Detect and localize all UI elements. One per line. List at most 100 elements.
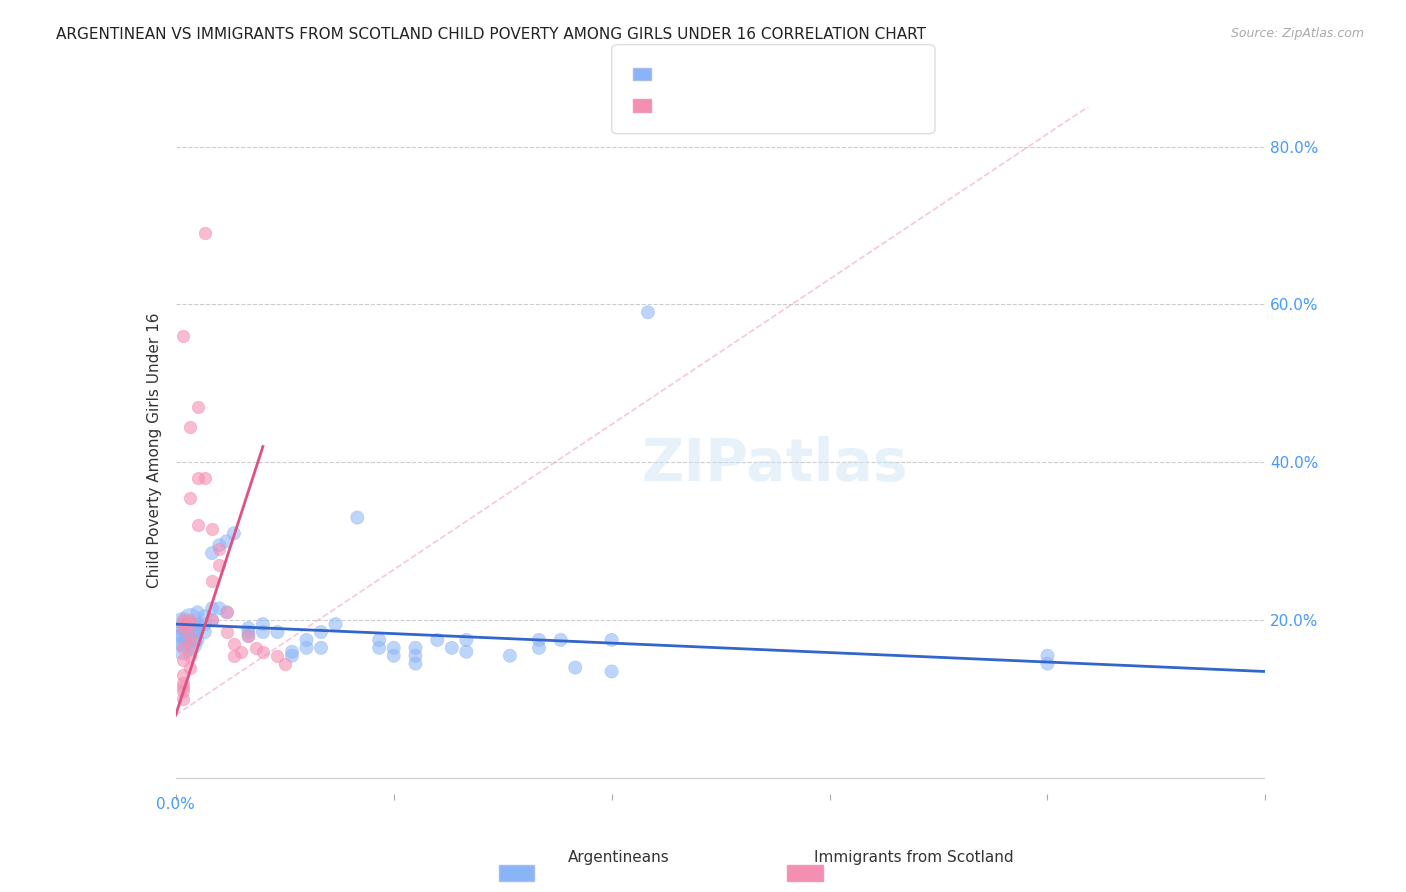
- Point: [456, 645, 478, 659]
- Text: 41: 41: [787, 98, 808, 112]
- Point: [201, 613, 224, 627]
- Point: [222, 648, 245, 663]
- Point: [252, 625, 274, 640]
- Point: [179, 660, 201, 674]
- Point: [172, 625, 194, 640]
- Point: [172, 613, 194, 627]
- Point: [215, 605, 238, 619]
- Point: [238, 625, 260, 640]
- Point: [309, 640, 332, 655]
- Point: [186, 400, 209, 414]
- Point: [231, 645, 253, 659]
- Text: Source: ZipAtlas.com: Source: ZipAtlas.com: [1230, 27, 1364, 40]
- Point: [295, 640, 318, 655]
- Point: [194, 625, 217, 640]
- Point: [600, 665, 623, 679]
- Point: [499, 648, 522, 663]
- Point: [368, 640, 391, 655]
- Point: [172, 653, 194, 667]
- Point: [172, 621, 194, 635]
- Point: [208, 558, 231, 572]
- Point: [179, 613, 201, 627]
- Point: [637, 305, 659, 319]
- Point: [172, 632, 194, 647]
- Point: [564, 660, 586, 674]
- Point: [208, 601, 231, 615]
- Point: [222, 637, 245, 651]
- Point: [346, 510, 368, 524]
- Point: [186, 471, 209, 485]
- Point: [252, 645, 274, 659]
- Text: R =: R =: [657, 67, 685, 81]
- Point: [252, 617, 274, 632]
- Point: [222, 526, 245, 541]
- Point: [309, 625, 332, 640]
- Point: [172, 676, 194, 690]
- Point: [600, 632, 623, 647]
- Point: [179, 648, 201, 663]
- Point: [550, 632, 572, 647]
- Text: ZIPatlas: ZIPatlas: [641, 435, 908, 492]
- Point: [179, 637, 201, 651]
- Text: -0.086: -0.086: [644, 67, 699, 81]
- Point: [179, 613, 201, 627]
- Point: [382, 648, 405, 663]
- Point: [194, 617, 217, 632]
- Point: [426, 632, 449, 647]
- Point: [179, 637, 201, 651]
- Point: [238, 629, 260, 643]
- Point: [194, 609, 217, 624]
- Point: [215, 625, 238, 640]
- Point: [208, 538, 231, 552]
- Point: [238, 621, 260, 635]
- Text: N =: N =: [752, 67, 782, 81]
- Point: [186, 625, 209, 640]
- Point: [172, 640, 194, 655]
- Point: [456, 632, 478, 647]
- Point: [172, 684, 194, 698]
- Point: [1036, 657, 1059, 671]
- Point: [179, 629, 201, 643]
- Point: [245, 640, 267, 655]
- Point: [172, 617, 194, 632]
- Point: [368, 632, 391, 647]
- Point: [201, 613, 224, 627]
- Point: [208, 542, 231, 557]
- Point: [179, 629, 201, 643]
- Point: [186, 617, 209, 632]
- Text: 0.461: 0.461: [651, 98, 699, 112]
- Point: [405, 657, 427, 671]
- Point: [172, 668, 194, 682]
- Point: [172, 640, 194, 655]
- Point: [527, 632, 550, 647]
- Point: [201, 574, 224, 588]
- Point: [194, 471, 217, 485]
- Point: [281, 648, 304, 663]
- Point: [179, 621, 201, 635]
- Point: [1036, 648, 1059, 663]
- Text: 0.0%: 0.0%: [156, 797, 195, 813]
- Point: [238, 629, 260, 643]
- Point: [440, 640, 463, 655]
- Text: Argentineans: Argentineans: [568, 850, 669, 865]
- Point: [186, 605, 209, 619]
- Point: [172, 681, 194, 695]
- Point: [172, 692, 194, 706]
- Point: [274, 657, 297, 671]
- Point: [266, 625, 288, 640]
- Text: 57: 57: [787, 67, 808, 81]
- Point: [186, 632, 209, 647]
- Point: [186, 518, 209, 533]
- Point: [201, 523, 224, 537]
- Text: ARGENTINEAN VS IMMIGRANTS FROM SCOTLAND CHILD POVERTY AMONG GIRLS UNDER 16 CORRE: ARGENTINEAN VS IMMIGRANTS FROM SCOTLAND …: [56, 27, 927, 42]
- Point: [172, 329, 194, 343]
- Point: [201, 546, 224, 560]
- Point: [179, 491, 201, 505]
- Point: [179, 419, 201, 434]
- Point: [179, 617, 201, 632]
- Point: [405, 648, 427, 663]
- Point: [405, 640, 427, 655]
- Text: N =: N =: [752, 98, 782, 112]
- Point: [382, 640, 405, 655]
- Point: [325, 617, 347, 632]
